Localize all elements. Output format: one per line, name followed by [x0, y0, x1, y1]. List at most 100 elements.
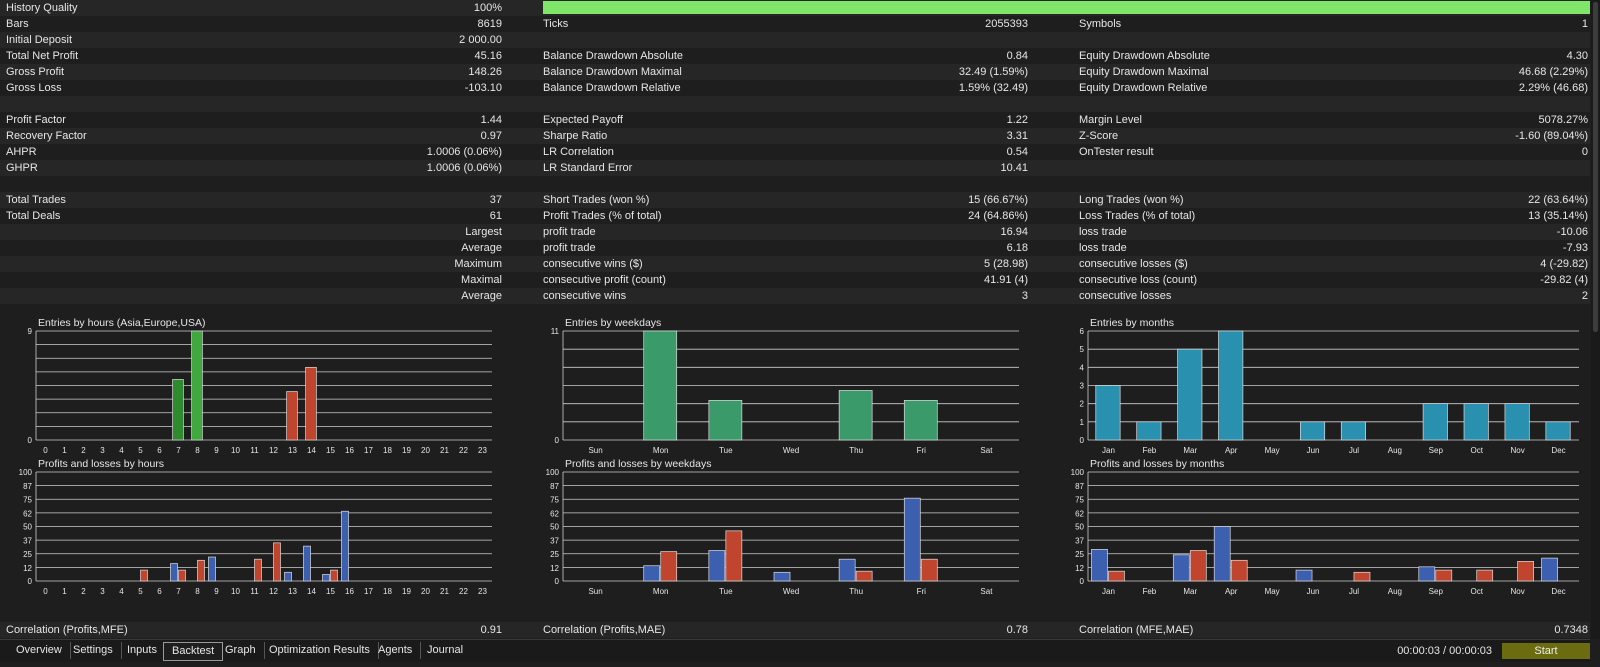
tab-backtest[interactable]: Backtest [163, 642, 224, 661]
bar [172, 379, 184, 441]
bar [1177, 348, 1203, 441]
x-tick-label: 18 [383, 446, 392, 455]
bar [1541, 557, 1558, 582]
stat-value: 1.59% (32.49) [958, 82, 1028, 94]
stat-row: Initial Deposit 2 000.00 [0, 32, 1590, 48]
x-tick-label: Fri [917, 587, 927, 596]
bar [286, 391, 298, 441]
stat-value: 1.22 [1006, 114, 1028, 126]
x-tick-label: 9 [214, 587, 219, 596]
tab-agents[interactable]: Agents [370, 642, 422, 659]
y-tick-label: 0 [28, 436, 33, 445]
stat-label: Profit Trades (% of total) [543, 210, 662, 222]
bar [303, 545, 311, 582]
y-tick-label: 1 [1080, 418, 1085, 427]
stat-label: LR Standard Error [543, 162, 633, 174]
x-tick-label: 12 [269, 446, 278, 455]
start-button[interactable]: Start [1502, 643, 1590, 659]
stat-row: Total Deals 61 Profit Trades (% of total) 2… [0, 208, 1590, 224]
stat-label: Equity Drawdown Maximal [1079, 66, 1209, 78]
stat-label: loss trade [1079, 242, 1127, 254]
stat-row: Total Trades 37 Short Trades (won %) 15 (66… [0, 192, 1590, 208]
x-tick-label: Tue [719, 587, 733, 596]
x-tick-label: 0 [43, 587, 48, 596]
tab-bar: Overview Settings Inputs Backtest Graph … [0, 639, 1590, 662]
stat-label: Balance Drawdown Absolute [543, 50, 684, 62]
y-tick-label: 100 [19, 468, 33, 477]
stat-prefix: Maximal [461, 274, 502, 286]
scrollbar-thumb[interactable] [1593, 2, 1598, 332]
y-tick-label: 75 [1075, 495, 1084, 504]
tab-graph[interactable]: Graph [217, 642, 265, 659]
stat-value: 4.30 [1566, 50, 1588, 62]
bar [140, 569, 148, 582]
tab-inputs[interactable]: Inputs [119, 642, 166, 659]
bar [773, 571, 791, 582]
stat-row: Gross Loss -103.10 Balance Drawdown Relati… [0, 80, 1590, 96]
y-tick-label: 62 [550, 509, 559, 518]
stat-value: 2.29% (46.68) [1518, 82, 1588, 94]
stat-label: Balance Drawdown Maximal [543, 66, 682, 78]
tab-overview[interactable]: Overview [8, 642, 71, 659]
x-tick-label: 13 [288, 446, 297, 455]
stat-value: 45.16 [474, 50, 502, 62]
x-tick-label: 21 [440, 587, 449, 596]
x-tick-label: 14 [307, 446, 316, 455]
chart-title: Entries by hours (Asia,Europe,USA) [38, 317, 206, 329]
x-tick-label: 23 [478, 446, 487, 455]
bar [341, 510, 349, 582]
stat-prefix: Largest [465, 226, 502, 238]
y-tick-label: 0 [1080, 436, 1085, 445]
x-tick-label: Feb [1142, 587, 1156, 596]
x-tick-label: 5 [138, 446, 143, 455]
stat-label: Total Net Profit [6, 50, 79, 62]
y-tick-label: 75 [23, 495, 32, 504]
stat-label: consecutive losses ($) [1079, 258, 1188, 270]
bar [660, 551, 678, 582]
stat-value: 3 [1021, 290, 1028, 302]
stat-row: Average profit trade 6.18 loss trade -7.93 [0, 240, 1590, 256]
y-tick-label: 25 [550, 550, 559, 559]
x-tick-label: Sep [1429, 587, 1444, 596]
x-tick-label: Mar [1183, 446, 1197, 455]
x-tick-label: 7 [176, 587, 181, 596]
y-tick-label: 0 [28, 577, 33, 586]
x-tick-label: 8 [195, 446, 200, 455]
corr-mfe-mae-label: Correlation (MFE,MAE) [1079, 624, 1194, 636]
bar [1422, 403, 1448, 441]
tab-journal[interactable]: Journal [427, 644, 464, 656]
y-tick-label: 9 [28, 327, 33, 336]
bar [273, 542, 281, 582]
stat-label: consecutive profit (count) [543, 274, 666, 286]
stat-value: 2 [1581, 290, 1588, 302]
y-tick-label: 87 [550, 482, 559, 491]
corr-profits-mae-label: Correlation (Profits,MAE) [543, 624, 666, 636]
x-tick-label: 18 [383, 587, 392, 596]
stat-label: LR Correlation [543, 146, 614, 158]
vertical-scrollbar[interactable] [1591, 0, 1600, 639]
chart-title: Profits and losses by months [1090, 458, 1224, 470]
tab-optimization-results[interactable]: Optimization Results [261, 642, 379, 659]
stat-label: Total Trades [6, 194, 66, 206]
stat-row: GHPR 1.0006 (0.06%) LR Standard Error 10.41 [0, 160, 1590, 176]
x-tick-label: 10 [231, 446, 240, 455]
x-tick-label: May [1265, 446, 1280, 455]
stat-label: Equity Drawdown Absolute [1079, 50, 1210, 62]
chart-entries-by-hours: Entries by hours (Asia,Europe,USA) 0 9 0 1 2 3… [8, 317, 498, 457]
x-tick-label: Sep [1429, 446, 1444, 455]
stats-table: History Quality 100% Bars 8619 Ticks 205539… [0, 0, 1590, 320]
stat-row: AHPR 1.0006 (0.06%) LR Correlation 0.54 OnTe… [0, 144, 1590, 160]
chart-title: Entries by weekdays [565, 317, 661, 329]
bar [191, 330, 203, 441]
tab-settings[interactable]: Settings [65, 642, 122, 659]
stat-row: Maximal consecutive profit (count) 41.91 (… [0, 272, 1590, 288]
corr-mfe-mae-value: 0.7348 [1554, 624, 1588, 636]
x-tick-label: 21 [440, 446, 449, 455]
y-tick-label: 62 [1075, 509, 1084, 518]
x-tick-label: 22 [459, 446, 468, 455]
y-tick-label: 37 [1075, 537, 1084, 546]
history-quality-row: History Quality 100% [0, 0, 1590, 16]
stat-value: -1.60 (89.04%) [1515, 130, 1588, 142]
y-tick-label: 87 [1075, 482, 1084, 491]
y-tick-label: 50 [1075, 523, 1084, 532]
